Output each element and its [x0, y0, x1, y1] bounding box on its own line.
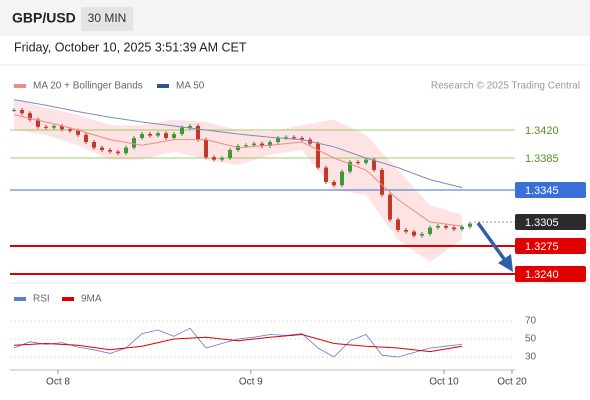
candle [332, 182, 336, 186]
candle [412, 231, 416, 236]
candle [100, 147, 104, 150]
level-box [515, 266, 586, 282]
symbol: GBP/USD [12, 10, 76, 26]
candle [260, 143, 264, 146]
candle [92, 142, 96, 148]
candle [212, 157, 216, 160]
level-box [515, 214, 586, 230]
interval-box [81, 7, 133, 31]
legend-swatch [62, 297, 74, 301]
forecast-arrow [476, 221, 513, 272]
arrow-head [498, 254, 513, 272]
legend-swatch [14, 297, 26, 301]
source: Research © 2025 Trading Central [431, 81, 580, 92]
candle [28, 113, 32, 120]
x-tick-label: Oct 20 [497, 377, 527, 388]
candle [36, 119, 40, 127]
candle [348, 162, 352, 172]
level-label: 1.3305 [525, 217, 559, 229]
ma-line [13, 114, 463, 227]
candle [468, 223, 472, 227]
candle [380, 170, 384, 195]
candle [188, 126, 192, 128]
candle [108, 150, 112, 152]
candle [452, 227, 456, 230]
candle [164, 133, 168, 138]
legend-label: MA 20 + Bollinger Bands [33, 81, 143, 92]
legend-swatch [14, 84, 26, 88]
candle [76, 130, 80, 135]
candle [428, 227, 432, 234]
candle [388, 194, 392, 220]
candle [68, 129, 72, 131]
legend-label: 9MA [81, 294, 102, 305]
candle [340, 171, 344, 186]
candle [284, 137, 288, 139]
level-label: 1.3275 [525, 241, 559, 253]
candle [60, 126, 64, 130]
candle [180, 127, 184, 134]
candle [20, 110, 24, 114]
candle [300, 138, 304, 140]
candle [276, 138, 280, 142]
candle [228, 150, 232, 158]
candle [12, 110, 16, 111]
candle [316, 143, 320, 168]
candle [396, 219, 400, 230]
candle [436, 226, 440, 228]
candle [460, 226, 464, 230]
candle [364, 159, 368, 163]
candle [404, 230, 408, 232]
candle [292, 137, 296, 139]
x-tick-label: Oct 8 [46, 377, 70, 388]
level-label: 1.3240 [525, 269, 559, 281]
candle [52, 126, 56, 128]
candle [156, 133, 160, 136]
candle [84, 134, 88, 142]
y-tick-label: 70 [525, 316, 537, 327]
candle [204, 139, 208, 158]
legend-label: RSI [33, 294, 50, 305]
candle [372, 159, 376, 170]
x-tick-label: Oct 9 [239, 377, 263, 388]
bollinger-band [14, 99, 462, 262]
candle [220, 158, 224, 160]
candle [444, 226, 448, 228]
x-tick-label: Oct 10 [429, 377, 459, 388]
candle [252, 143, 256, 146]
candle [116, 151, 120, 154]
candle [244, 145, 248, 147]
candle [140, 134, 144, 138]
level-box [515, 238, 586, 254]
candle [132, 138, 136, 148]
level-box [515, 182, 586, 198]
level-label: 1.3385 [525, 153, 559, 165]
rsi-line [13, 333, 463, 353]
arrow-shaft [476, 221, 509, 265]
timestamp: Friday, October 10, 2025 3:51:39 AM CET [14, 40, 247, 54]
legend-swatch [157, 84, 169, 88]
y-tick-label: 30 [525, 352, 537, 363]
candle [268, 142, 272, 146]
candle [196, 126, 200, 140]
candle [356, 162, 360, 163]
candle [124, 147, 128, 154]
candle [324, 167, 328, 182]
rsi-line [13, 327, 463, 358]
candle [148, 134, 152, 136]
interval: 30 MIN [88, 11, 127, 25]
candle [420, 234, 424, 236]
ma-line [13, 99, 463, 189]
candle [44, 126, 48, 128]
level-label: 1.3420 [525, 125, 559, 137]
legend-label: MA 50 [176, 81, 205, 92]
level-label: 1.3345 [525, 185, 559, 197]
candle [172, 134, 176, 138]
y-tick-label: 50 [525, 334, 537, 345]
